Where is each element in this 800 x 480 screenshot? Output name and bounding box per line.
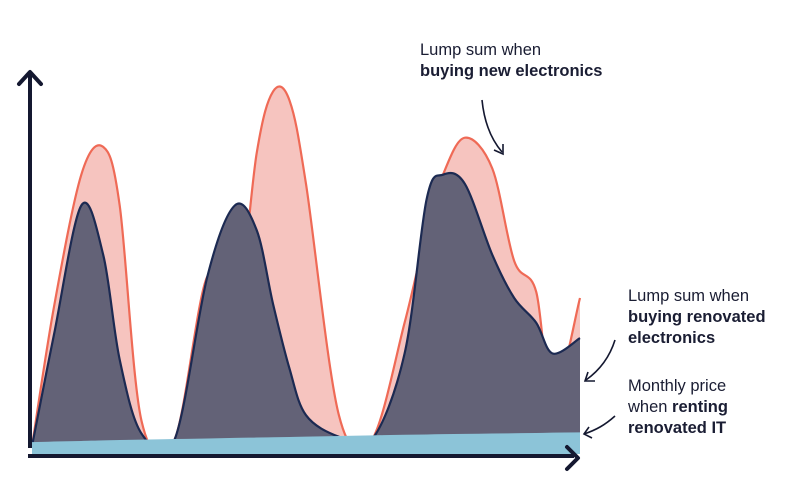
series-layer [30, 85, 582, 457]
annotation-renting-line3: renovated IT [628, 419, 727, 437]
series-renovated-electronics [30, 171, 581, 454]
annotation-renting-line1: Monthly price [628, 377, 727, 395]
series-new-electronics-line [30, 85, 582, 457]
annotation-renovated-line3: electronics [628, 329, 716, 347]
annotation-renovated-line1: Lump sum when [628, 287, 750, 305]
arrow-renovated-head [583, 371, 595, 382]
arrow-renting-head [582, 426, 593, 439]
annotation-new-line1: Lump sum when [420, 41, 542, 59]
arrow-new-electronics [481, 99, 503, 153]
series-renting-renovated-it-line [31, 432, 581, 444]
annotation-renovated-line2: buying renovated [628, 308, 766, 326]
y-axis-arrowhead [17, 70, 43, 86]
arrow-renting [583, 415, 616, 435]
arrow-renovated [585, 339, 616, 381]
annotation-renting-line2: when renting [628, 397, 798, 418]
annotation-renting-line2-bold: renting [672, 398, 728, 416]
annotation-new-line2: buying new electronics [420, 62, 603, 80]
annotation-renting-line2-plain: when [628, 398, 673, 416]
series-renovated-electronics-line [30, 171, 581, 454]
arrow-new-electronics-head [493, 144, 504, 156]
series-renting-renovated-it-area [32, 433, 580, 454]
series-renovated-electronics-area [32, 172, 580, 454]
series-renting-renovated-it [31, 432, 581, 454]
annotation-renovated-electronics: Lump sum when buying renovated electroni… [628, 286, 798, 349]
annotation-renting: Monthly price when renting renovated IT [628, 376, 798, 439]
x-axis-arrowhead [565, 445, 580, 471]
annotation-new-electronics: Lump sum when buying new electronics [420, 40, 680, 82]
